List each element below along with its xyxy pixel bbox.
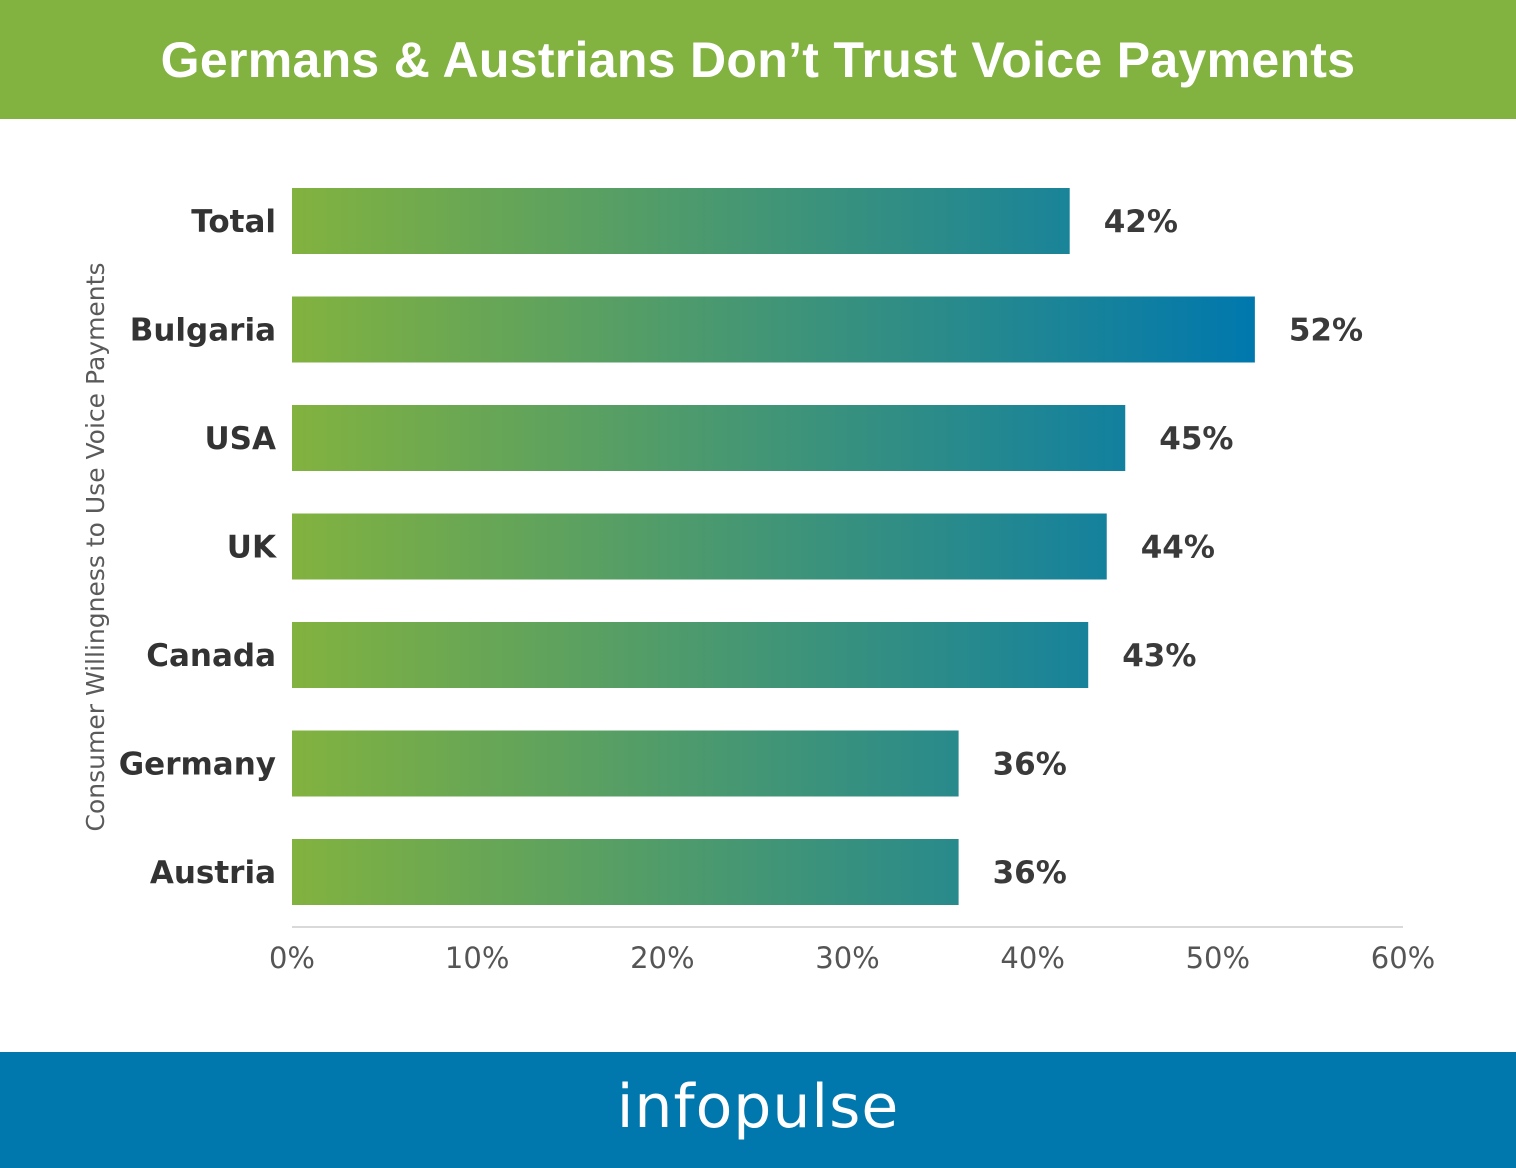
infopulse-logo: infopulse [616, 1072, 900, 1142]
category-label-bulgaria: Bulgaria [130, 313, 276, 349]
footer-banner: infopulse [0, 1052, 1516, 1168]
category-label-austria: Austria [150, 855, 276, 891]
value-label-uk: 44% [1141, 530, 1215, 566]
bar-canada [292, 622, 1089, 688]
bar-germany [292, 730, 959, 797]
header-banner: Germans & Austrians Don’t Trust Voice Pa… [0, 0, 1516, 119]
x-axis-ticks: 0% 10% 20% 30% 40% 50% 60% [269, 941, 1435, 975]
category-labels: Total Bulgaria USA UK Canada Germany Austria [119, 204, 277, 891]
value-label-usa: 45% [1159, 421, 1233, 457]
bars-group [292, 188, 1255, 905]
x-tick-label: 50% [1186, 941, 1250, 975]
value-label-total: 42% [1104, 204, 1178, 240]
category-label-canada: Canada [146, 638, 276, 674]
bar-usa [292, 405, 1126, 471]
category-label-germany: Germany [119, 747, 276, 783]
bar-bulgaria [292, 296, 1255, 363]
x-tick-label: 30% [815, 941, 879, 975]
x-tick-label: 10% [445, 941, 509, 975]
x-tick-label: 60% [1371, 941, 1435, 975]
bar-austria [292, 839, 959, 905]
bar-chart: Consumer Willingness to Use Voice Paymen… [81, 188, 1435, 975]
x-tick-label: 40% [1000, 941, 1064, 975]
bar-total [292, 188, 1070, 254]
value-labels: 42% 52% 45% 44% 43% 36% 36% [993, 204, 1363, 891]
x-tick-label: 0% [269, 941, 315, 975]
category-label-uk: UK [227, 530, 277, 566]
value-label-canada: 43% [1122, 638, 1196, 674]
chart-title: Germans & Austrians Don’t Trust Voice Pa… [160, 31, 1356, 88]
y-axis-title: Consumer Willingness to Use Voice Paymen… [81, 263, 110, 832]
x-tick-label: 20% [630, 941, 694, 975]
bar-uk [292, 513, 1107, 580]
category-label-usa: USA [205, 421, 277, 457]
value-label-germany: 36% [993, 747, 1067, 783]
value-label-austria: 36% [993, 855, 1067, 891]
category-label-total: Total [191, 204, 276, 240]
value-label-bulgaria: 52% [1289, 313, 1363, 349]
